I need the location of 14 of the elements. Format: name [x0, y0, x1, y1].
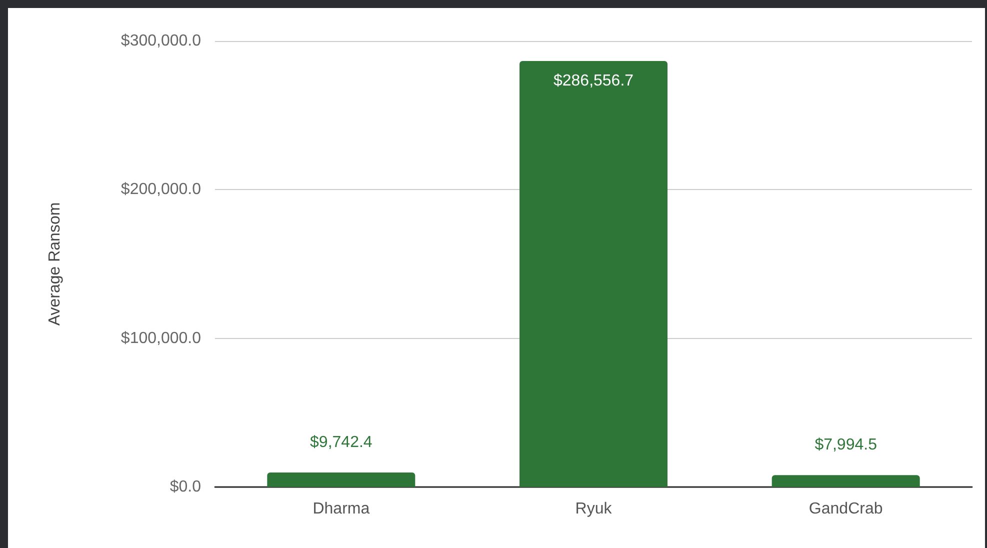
y-axis-title: Average Ransom [46, 202, 64, 326]
data-label: $7,994.5 [814, 436, 878, 454]
bar [267, 472, 416, 487]
bar [772, 475, 920, 487]
y-tick-label: $300,000.0 [120, 32, 202, 50]
y-tick-label: $100,000.0 [120, 330, 202, 347]
y-tick-label: $200,000.0 [120, 181, 202, 198]
y-tick-label: $0.0 [170, 478, 202, 496]
data-label: $286,556.7 [553, 72, 634, 90]
x-tick-label: Ryuk [575, 500, 613, 518]
bar [520, 60, 668, 487]
x-tick-label: Dharma [312, 500, 370, 518]
x-tick-label: GandCrab [808, 500, 883, 518]
data-label: $9,742.4 [310, 434, 372, 452]
